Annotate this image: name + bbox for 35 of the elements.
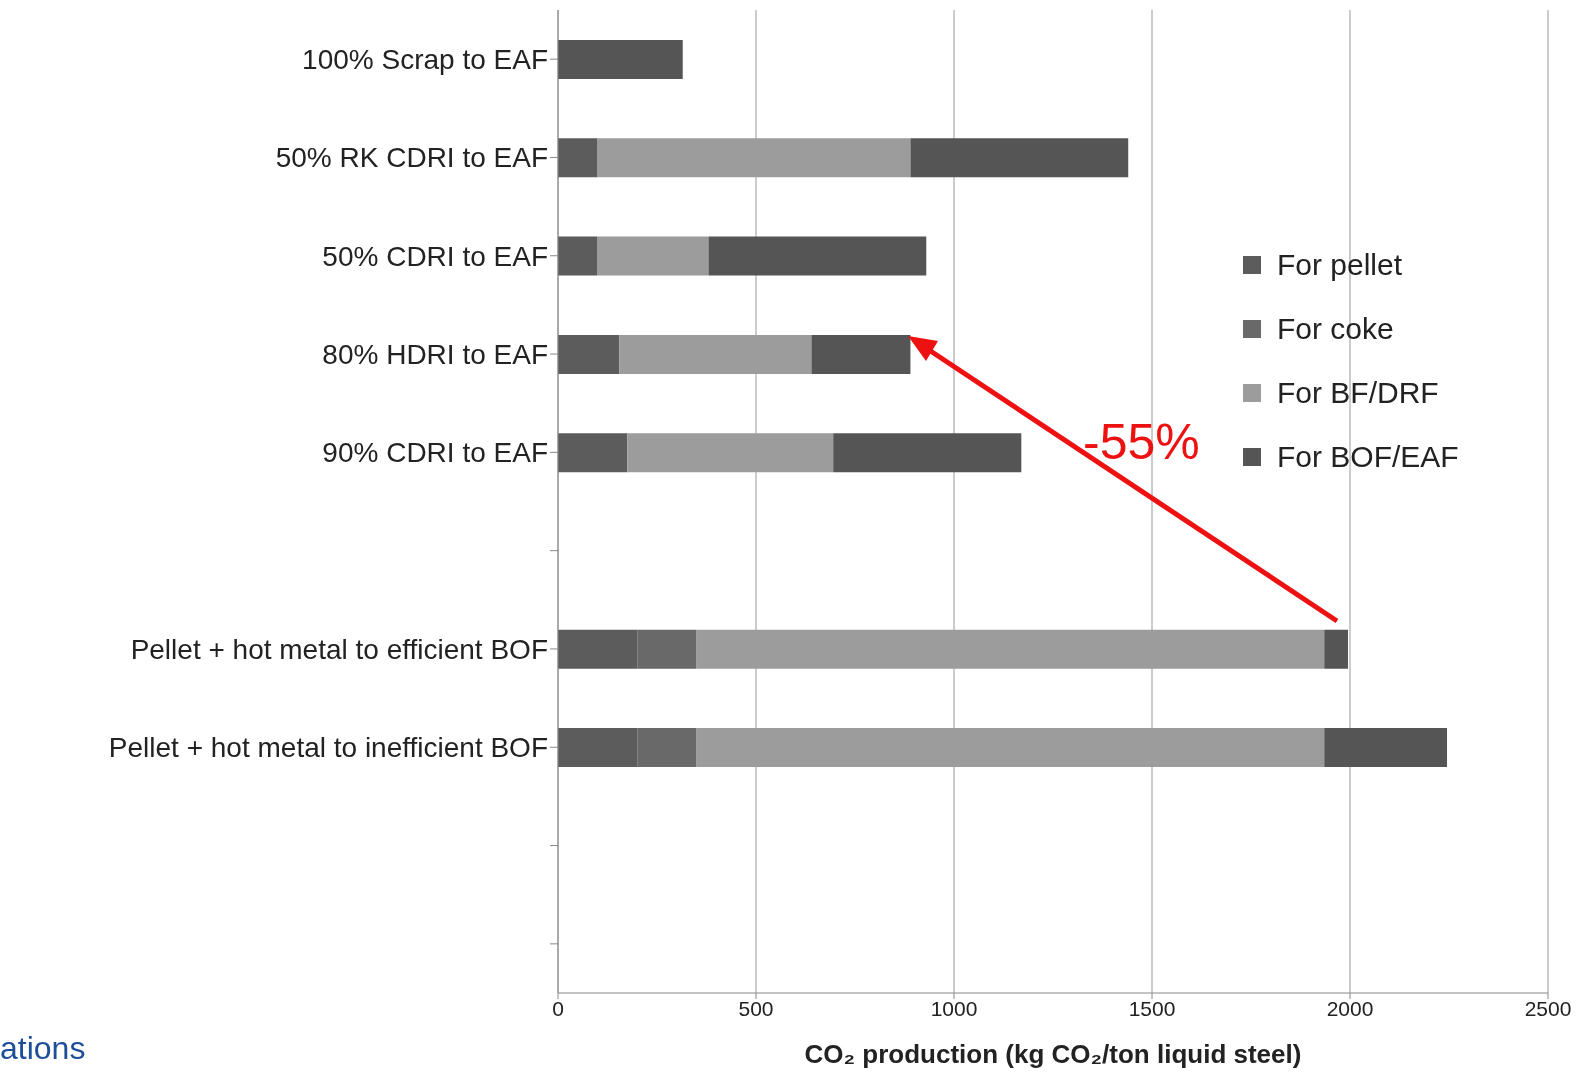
legend-label: For coke <box>1277 312 1394 346</box>
bar <box>637 728 697 768</box>
y-tick-label: 50% RK CDRI to EAF <box>275 142 548 174</box>
y-tick-label: Pellet + hot metal to inefficient BOF <box>108 732 548 764</box>
bar <box>1324 728 1448 768</box>
bar <box>558 138 598 178</box>
x-tick-label: 2500 <box>1524 996 1572 1020</box>
y-tick-label: 50% CDRI to EAF <box>322 240 548 272</box>
bar <box>558 728 638 768</box>
x-tick-label: 0 <box>552 996 564 1020</box>
x-tick-label: 2000 <box>1326 996 1374 1020</box>
bar <box>637 629 697 669</box>
x-axis-title: CO₂ production (kg CO₂/ton liquid steel) <box>804 1039 1302 1069</box>
bar <box>1324 629 1349 669</box>
bar <box>558 433 628 473</box>
annotation: -55% <box>1083 413 1200 471</box>
legend-label: For BOF/EAF <box>1277 440 1459 474</box>
bar <box>558 40 683 79</box>
y-tick-label: 100% Scrap to EAF <box>302 44 548 76</box>
bar <box>597 236 709 276</box>
y-tick-label: 80% HDRI to EAF <box>322 338 548 370</box>
text: ations <box>0 1030 86 1067</box>
bar <box>558 629 638 669</box>
x-tick-label: 1000 <box>930 996 978 1020</box>
x-tick-label: 1500 <box>1128 996 1176 1020</box>
legend-label: For pellet <box>1277 248 1403 282</box>
bar <box>708 236 927 276</box>
bar <box>558 236 598 276</box>
bar <box>910 138 1129 178</box>
bar <box>558 334 620 374</box>
legend-label: For BF/DRF <box>1277 376 1439 410</box>
y-tick-label: 90% CDRI to EAF <box>322 437 548 469</box>
x-tick-label: 500 <box>738 996 774 1020</box>
y-tick-label: Pellet + hot metal to efficient BOF <box>130 633 548 665</box>
bar <box>833 433 1022 473</box>
